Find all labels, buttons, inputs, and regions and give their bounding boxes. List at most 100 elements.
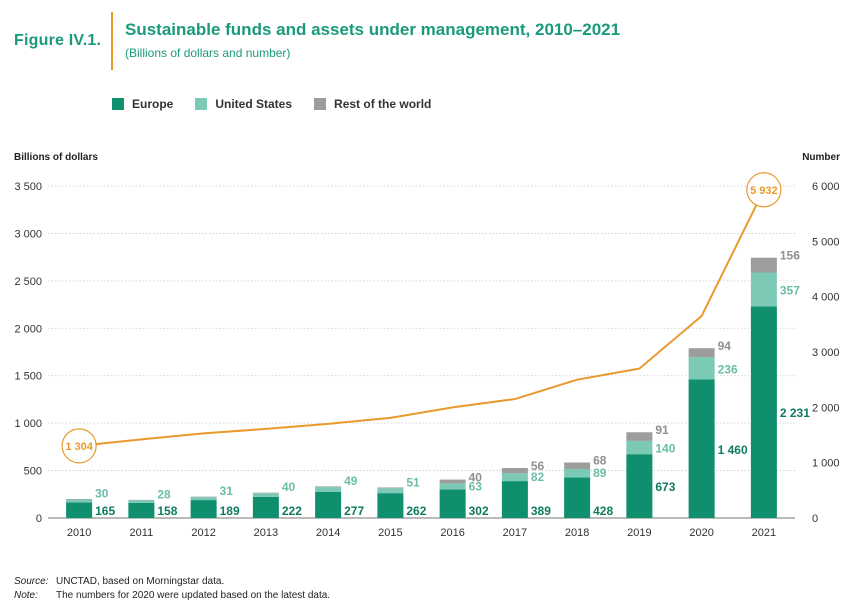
bar-united-states: [66, 499, 93, 503]
bar-europe: [688, 379, 715, 518]
y-tick-label-left: 500: [24, 466, 42, 478]
data-label-united-states: 28: [157, 487, 171, 501]
line-highlight-label: 1 304: [65, 441, 93, 453]
bar-rest-of-world: [564, 462, 591, 469]
legend-item-united-states: United States: [195, 97, 292, 111]
bar-rest-of-world: [190, 496, 217, 498]
bar-europe: [750, 306, 777, 518]
line-highlight-circle: [746, 172, 782, 208]
data-label-europe: 222: [282, 504, 302, 518]
legend-label-europe: Europe: [132, 97, 174, 111]
data-label-united-states: 82: [531, 470, 545, 484]
y-tick-label-left: 0: [36, 513, 42, 525]
bar-rest-of-world: [750, 257, 777, 273]
y-axis-title-right: Number: [802, 152, 840, 163]
data-label-rest-of-world: 56: [531, 459, 545, 473]
chart-subtitle: (Billions of dollars and number): [125, 46, 291, 60]
line-highlight-circle: [61, 428, 97, 464]
x-tick-label: 2015: [378, 527, 402, 539]
note-text: The numbers for 2020 were updated based …: [56, 590, 331, 601]
y-tick-label-left: 1 500: [14, 371, 42, 383]
y-tick-label-left: 2 500: [14, 276, 42, 288]
bar-europe: [128, 503, 155, 518]
data-label-europe: 165: [95, 504, 115, 518]
y-tick-label-right: 3 000: [812, 347, 840, 359]
x-tick-label: 2018: [565, 527, 589, 539]
legend-swatch-united-states: [195, 98, 208, 110]
line-highlight-label: 5 932: [750, 185, 778, 197]
bar-united-states: [750, 272, 777, 307]
data-label-united-states: 40: [282, 480, 296, 494]
data-label-united-states: 63: [469, 479, 483, 493]
y-tick-label-right: 4 000: [812, 292, 840, 304]
x-tick-label: 2014: [316, 527, 340, 539]
data-label-rest-of-world: 94: [718, 339, 732, 353]
data-label-united-states: 140: [655, 442, 675, 456]
source-note: Source: UNCTAD, based on Morningstar dat…: [14, 575, 330, 589]
bar-europe: [190, 500, 217, 518]
source-text: UNCTAD, based on Morningstar data.: [56, 576, 225, 587]
source-key: Source:: [14, 576, 49, 587]
bar-united-states: [190, 497, 217, 501]
data-label-rest-of-world: 40: [469, 471, 483, 485]
bar-united-states: [564, 468, 591, 478]
legend-item-europe: Europe: [112, 97, 173, 111]
legend-swatch-rest-of-world: [314, 98, 327, 110]
y-tick-label-left: 3 000: [14, 228, 42, 240]
x-tick-label: 2020: [689, 527, 713, 539]
x-tick-label: 2019: [627, 527, 651, 539]
data-label-europe: 428: [593, 504, 613, 518]
y-tick-label-right: 0: [812, 513, 818, 525]
data-label-europe: 389: [531, 504, 551, 518]
bar-europe: [252, 496, 279, 518]
data-label-united-states: 30: [95, 487, 109, 501]
data-label-europe: 673: [655, 480, 675, 494]
bar-rest-of-world: [626, 432, 653, 441]
legend-item-rest-of-world: Rest of the world: [314, 97, 431, 111]
bar-rest-of-world: [66, 499, 93, 500]
y-tick-label-left: 1 000: [14, 418, 42, 430]
bar-united-states: [626, 440, 653, 455]
bar-united-states: [128, 500, 155, 504]
data-label-united-states: 357: [780, 283, 800, 297]
y-axis-title-left: Billions of dollars: [14, 152, 98, 163]
legend: Europe United States Rest of the world: [112, 97, 431, 111]
legend-label-united-states: United States: [215, 97, 293, 111]
figure-label: Figure IV.1.: [14, 32, 102, 49]
bar-united-states: [377, 488, 404, 494]
data-label-europe: 2 231: [780, 406, 810, 420]
data-label-united-states: 89: [593, 466, 607, 480]
bar-europe: [626, 454, 653, 518]
data-label-rest-of-world: 68: [593, 454, 607, 468]
x-tick-label: 2010: [67, 527, 91, 539]
y-tick-label-right: 5 000: [812, 236, 840, 248]
data-label-europe: 302: [469, 504, 489, 518]
data-label-europe: 158: [157, 504, 177, 518]
bar-united-states: [501, 473, 528, 482]
y-tick-label-right: 2 000: [812, 402, 840, 414]
data-label-united-states: 51: [406, 475, 420, 489]
bar-rest-of-world: [128, 499, 155, 501]
bar-rest-of-world: [252, 492, 279, 494]
bar-europe: [439, 489, 466, 518]
bar-united-states: [439, 483, 466, 490]
data-label-rest-of-world: 91: [655, 423, 669, 437]
bar-rest-of-world: [688, 348, 715, 358]
line-number-of-funds: [79, 189, 765, 447]
legend-label-rest-of-world: Rest of the world: [334, 97, 432, 111]
note-key: Note:: [14, 590, 38, 601]
x-tick-label: 2016: [440, 527, 464, 539]
data-label-europe: 277: [344, 504, 364, 518]
data-label-europe: 189: [220, 504, 240, 518]
bar-europe: [66, 502, 93, 518]
chart-area: Billions of dollars Number 0 500 1 000 1 500 2…: [14, 152, 840, 539]
y-tick-label-right: 6 000: [812, 181, 840, 193]
x-tick-label: 2013: [254, 527, 278, 539]
bar-rest-of-world: [439, 479, 466, 484]
bar-rest-of-world: [377, 487, 404, 489]
bar-europe: [564, 477, 591, 518]
chart-notes: Source: UNCTAD, based on Morningstar dat…: [14, 575, 330, 603]
x-tick-label: 2017: [503, 527, 527, 539]
bar-europe: [315, 491, 342, 518]
bar-united-states: [315, 487, 342, 492]
